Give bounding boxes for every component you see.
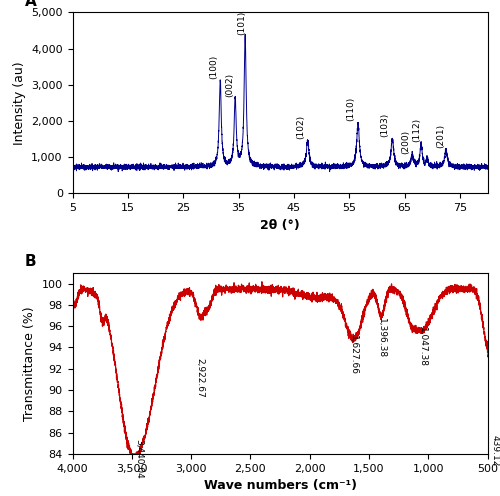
Text: 439.12: 439.12 [490,434,499,466]
Text: (201): (201) [436,124,445,148]
Text: 3,440.04: 3,440.04 [134,439,143,479]
Text: A: A [25,0,36,9]
Text: (103): (103) [380,113,390,137]
Text: (002): (002) [225,73,234,97]
Text: 1,627.66: 1,627.66 [350,335,358,374]
Text: (100): (100) [210,55,218,79]
Text: (101): (101) [238,10,246,35]
Y-axis label: Intensity (au): Intensity (au) [12,61,26,145]
Text: 1,047.38: 1,047.38 [418,327,427,367]
Text: 2,922.67: 2,922.67 [196,358,204,398]
Text: 1,396.38: 1,396.38 [376,317,386,358]
X-axis label: 2θ (°): 2θ (°) [260,219,300,232]
Text: (110): (110) [346,97,355,121]
Text: (200): (200) [402,130,410,154]
Text: (112): (112) [412,118,422,141]
X-axis label: Wave numbers (cm⁻¹): Wave numbers (cm⁻¹) [204,479,356,492]
Text: B: B [25,254,36,269]
Text: (102): (102) [296,115,305,139]
Y-axis label: Transmittance (%): Transmittance (%) [23,306,36,421]
